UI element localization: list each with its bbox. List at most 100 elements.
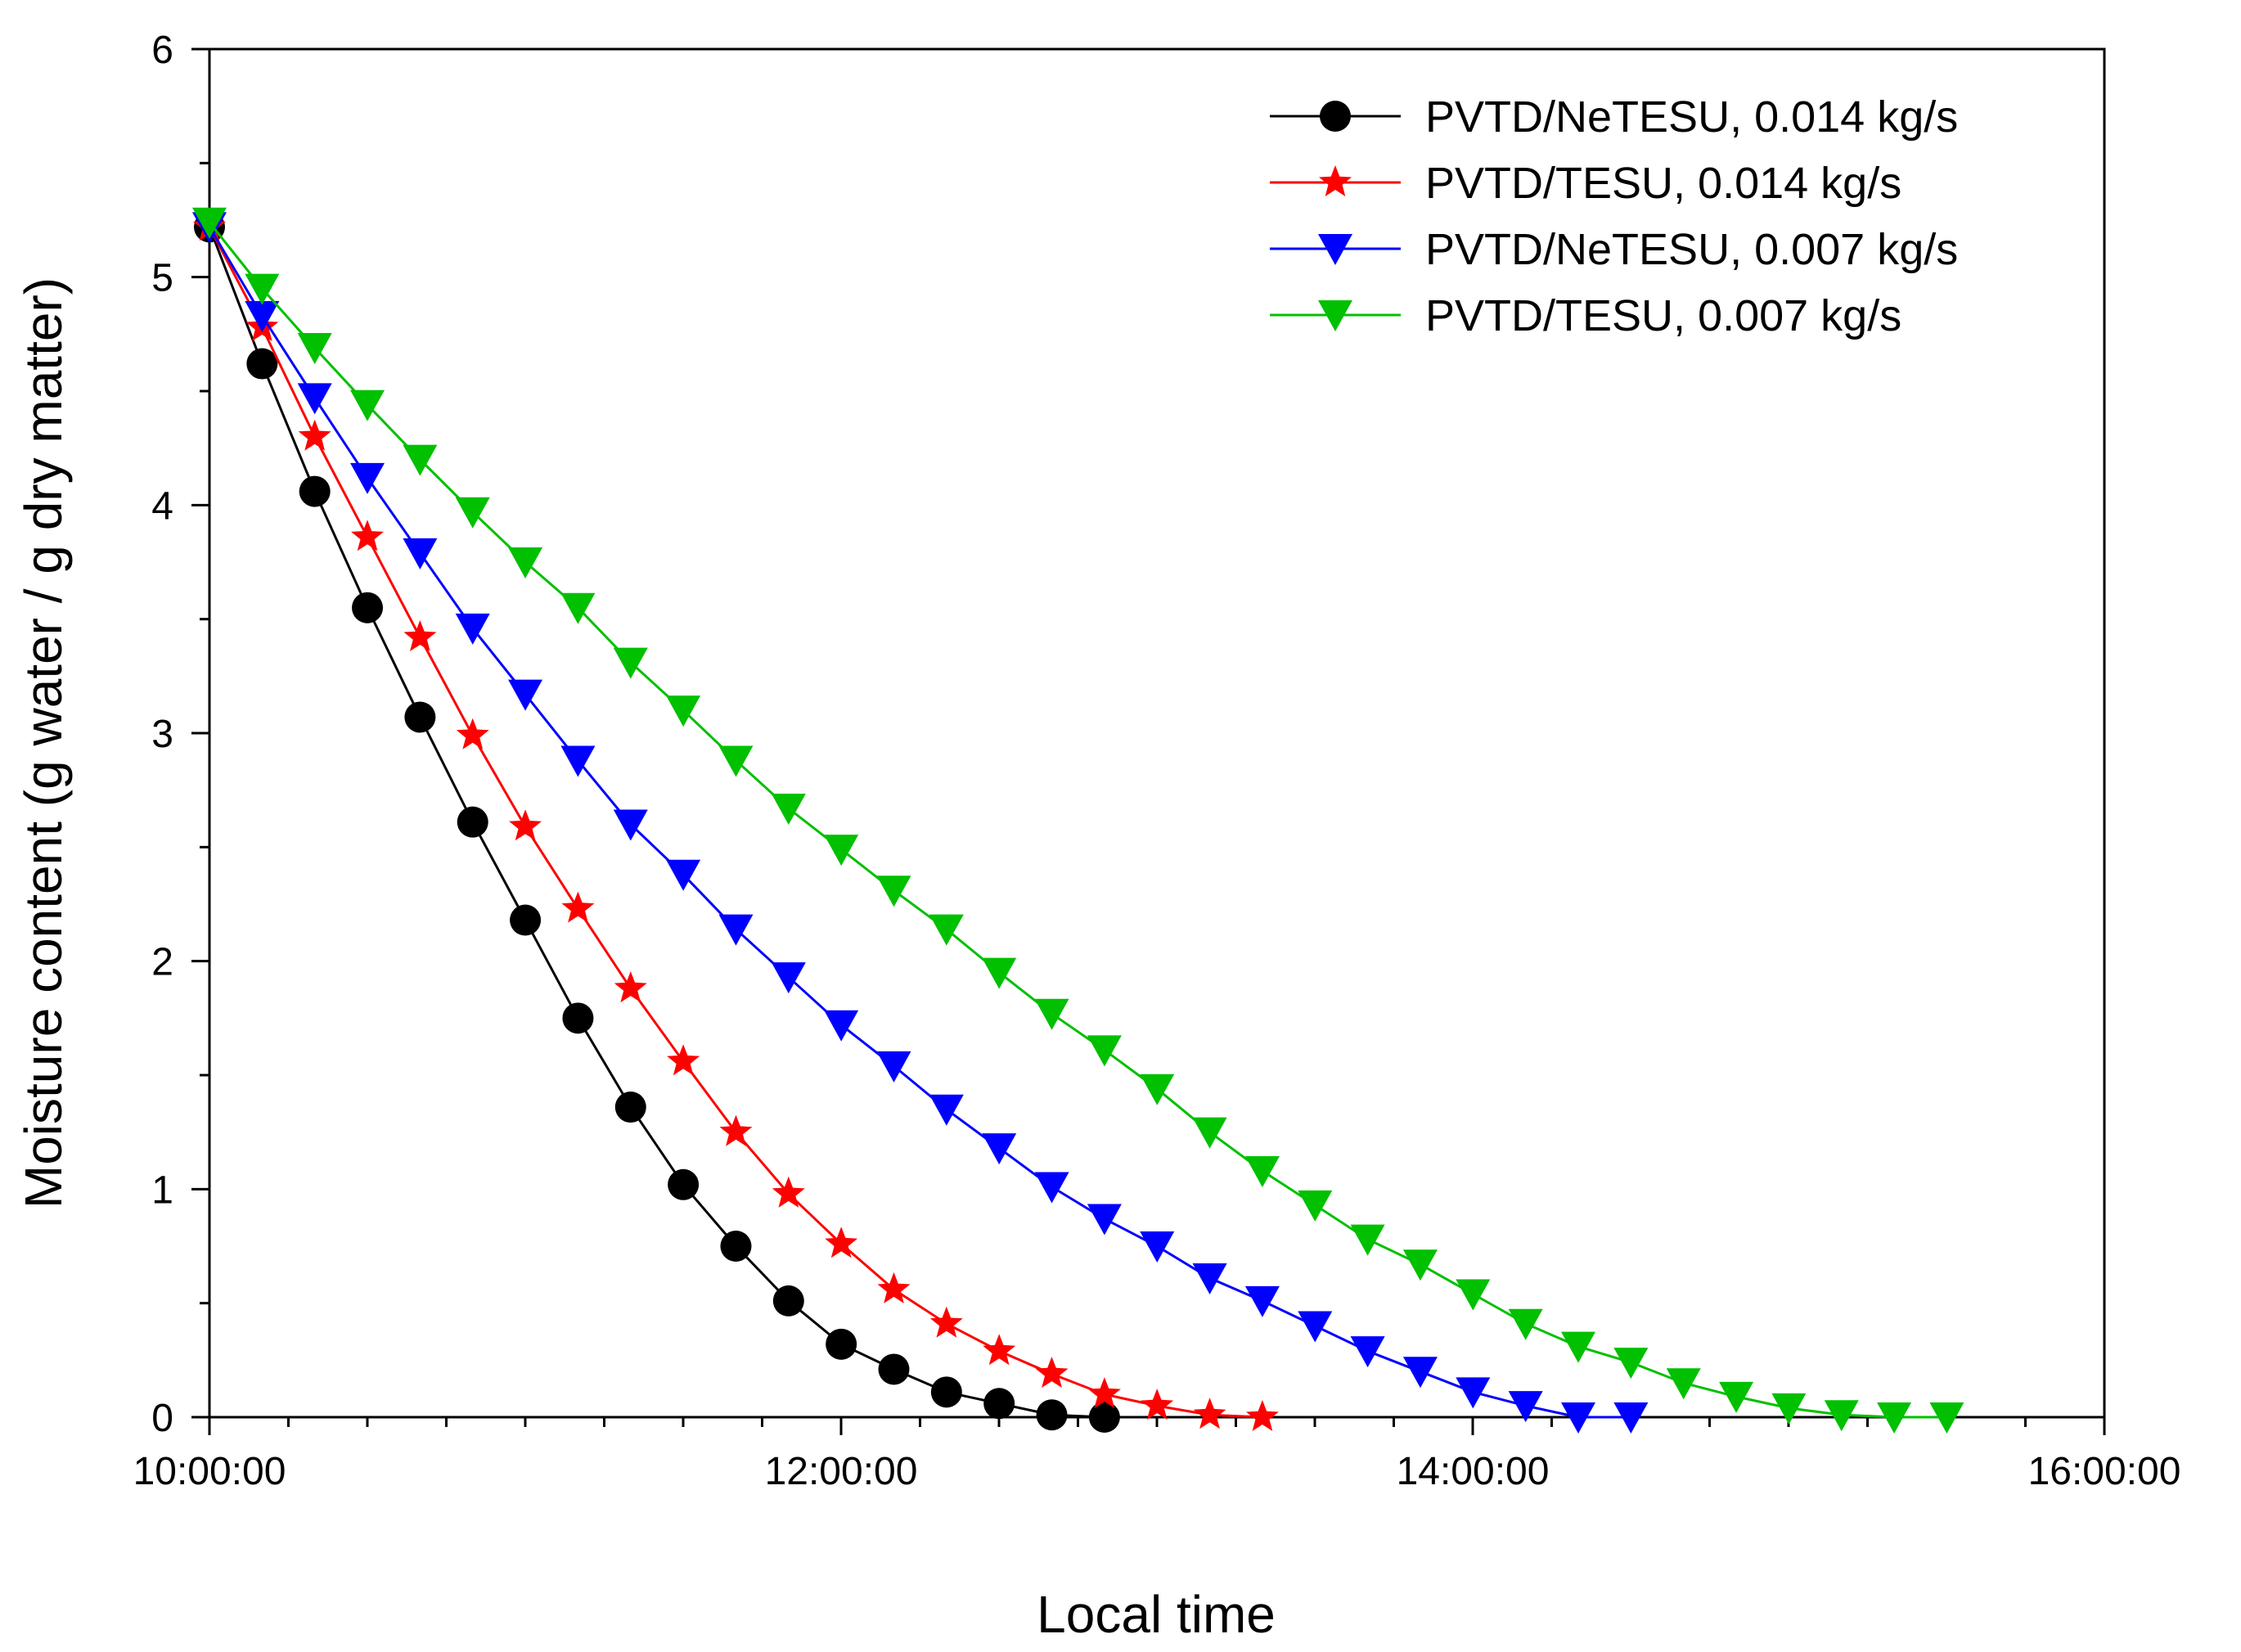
y-tick-label: 4 bbox=[151, 484, 173, 528]
data-point bbox=[772, 1176, 805, 1208]
data-point bbox=[1244, 1156, 1280, 1188]
data-point bbox=[1087, 1204, 1122, 1236]
data-point bbox=[668, 1168, 700, 1200]
data-point bbox=[1402, 1357, 1438, 1389]
data-point bbox=[1350, 1336, 1385, 1368]
data-point bbox=[1298, 1311, 1333, 1343]
data-point bbox=[1456, 1377, 1491, 1409]
data-point bbox=[509, 809, 542, 841]
series-line bbox=[208, 226, 1631, 1419]
data-point bbox=[930, 1376, 962, 1408]
data-point bbox=[297, 383, 332, 415]
data-point bbox=[562, 1002, 594, 1034]
data-point bbox=[771, 793, 806, 825]
y-tick-label: 1 bbox=[151, 1168, 173, 1212]
data-point bbox=[929, 914, 964, 946]
data-point bbox=[824, 1010, 859, 1042]
x-tick-label: 14:00:00 bbox=[1397, 1450, 1550, 1493]
legend-label: PVTD/TESU, 0.014 kg/s bbox=[1425, 159, 1901, 208]
data-point bbox=[1613, 1348, 1649, 1380]
data-point bbox=[1402, 1249, 1438, 1281]
data-point bbox=[1350, 1224, 1385, 1256]
data-point bbox=[299, 475, 331, 507]
data-point bbox=[297, 333, 332, 365]
legend-label: PVTD/TESU, 0.007 kg/s bbox=[1425, 291, 1901, 340]
data-point bbox=[877, 1272, 911, 1303]
x-tick-label: 16:00:00 bbox=[2028, 1450, 2181, 1493]
data-point bbox=[876, 1051, 911, 1083]
y-tick-label: 5 bbox=[151, 257, 173, 300]
data-point bbox=[876, 876, 911, 907]
data-point bbox=[1036, 1399, 1068, 1431]
data-point bbox=[1141, 1389, 1174, 1420]
data-point bbox=[983, 1388, 1015, 1420]
data-point bbox=[614, 971, 647, 1003]
data-point bbox=[350, 389, 385, 421]
x-tick-label: 10:00:00 bbox=[133, 1450, 286, 1493]
legend: PVTD/NeTESU, 0.014 kg/s PVTD/TESU, 0.014 … bbox=[1270, 92, 1958, 340]
data-point bbox=[1035, 1357, 1069, 1388]
legend-label: PVTD/NeTESU, 0.014 kg/s bbox=[1425, 92, 1958, 142]
data-point bbox=[1613, 1402, 1649, 1434]
series-line bbox=[208, 221, 1947, 1419]
data-point bbox=[1719, 1381, 1754, 1413]
x-axis-label: Local time bbox=[1037, 1585, 1276, 1644]
y-axis: 0 1 2 3 4 5 6 bbox=[151, 29, 209, 1440]
data-point bbox=[613, 647, 648, 679]
data-point bbox=[246, 348, 278, 380]
data-point bbox=[560, 745, 596, 777]
data-point bbox=[403, 538, 438, 569]
legend-item: PVTD/TESU, 0.007 kg/s bbox=[1270, 291, 1901, 340]
data-point bbox=[878, 1353, 910, 1385]
data-point bbox=[982, 957, 1017, 989]
data-point bbox=[404, 701, 436, 733]
series-layer bbox=[192, 207, 1964, 1434]
legend-marker bbox=[1318, 234, 1352, 265]
data-point bbox=[666, 695, 701, 727]
data-point bbox=[1192, 1117, 1227, 1149]
data-point bbox=[1087, 1035, 1122, 1067]
data-point bbox=[1034, 998, 1069, 1030]
data-point bbox=[298, 419, 331, 451]
data-point bbox=[613, 809, 648, 841]
data-point bbox=[508, 547, 543, 578]
data-point bbox=[245, 273, 280, 305]
data-point bbox=[614, 1092, 646, 1123]
legend-item: PVTD/NeTESU, 0.014 kg/s bbox=[1270, 92, 1958, 142]
data-point bbox=[718, 914, 754, 946]
data-point bbox=[1508, 1308, 1543, 1340]
legend-marker bbox=[1319, 165, 1352, 196]
data-point bbox=[351, 520, 384, 551]
data-point bbox=[1771, 1393, 1807, 1425]
data-point bbox=[1088, 1402, 1120, 1433]
y-tick-label: 3 bbox=[151, 713, 173, 756]
data-point bbox=[245, 301, 280, 333]
data-point bbox=[1246, 1400, 1279, 1431]
data-point bbox=[826, 1328, 857, 1360]
data-point bbox=[1140, 1074, 1175, 1105]
data-point bbox=[720, 1231, 752, 1262]
y-tick-label: 6 bbox=[151, 29, 173, 72]
data-point bbox=[1824, 1400, 1859, 1432]
data-point bbox=[1244, 1285, 1280, 1317]
data-point bbox=[983, 1334, 1016, 1366]
data-point bbox=[1034, 1172, 1069, 1204]
data-point bbox=[1192, 1263, 1227, 1295]
y-tick-label: 0 bbox=[151, 1397, 173, 1440]
y-axis-label: Moisture content (g water / g dry matter… bbox=[14, 277, 73, 1209]
data-point bbox=[1087, 1377, 1121, 1409]
data-point bbox=[1877, 1402, 1912, 1434]
data-point bbox=[403, 444, 438, 476]
legend-marker bbox=[1318, 300, 1352, 331]
data-point bbox=[1456, 1279, 1491, 1311]
data-point bbox=[1298, 1190, 1333, 1222]
x-axis: 10:00:00 12:00:00 14:00:00 16:00:00 bbox=[133, 1417, 2181, 1493]
data-point bbox=[561, 891, 595, 923]
data-point bbox=[192, 207, 227, 239]
y-tick-label: 2 bbox=[151, 941, 173, 984]
data-point bbox=[929, 1094, 964, 1126]
data-point bbox=[457, 806, 488, 838]
legend-item: PVTD/NeTESU, 0.007 kg/s bbox=[1270, 225, 1958, 274]
data-point bbox=[772, 1285, 804, 1317]
